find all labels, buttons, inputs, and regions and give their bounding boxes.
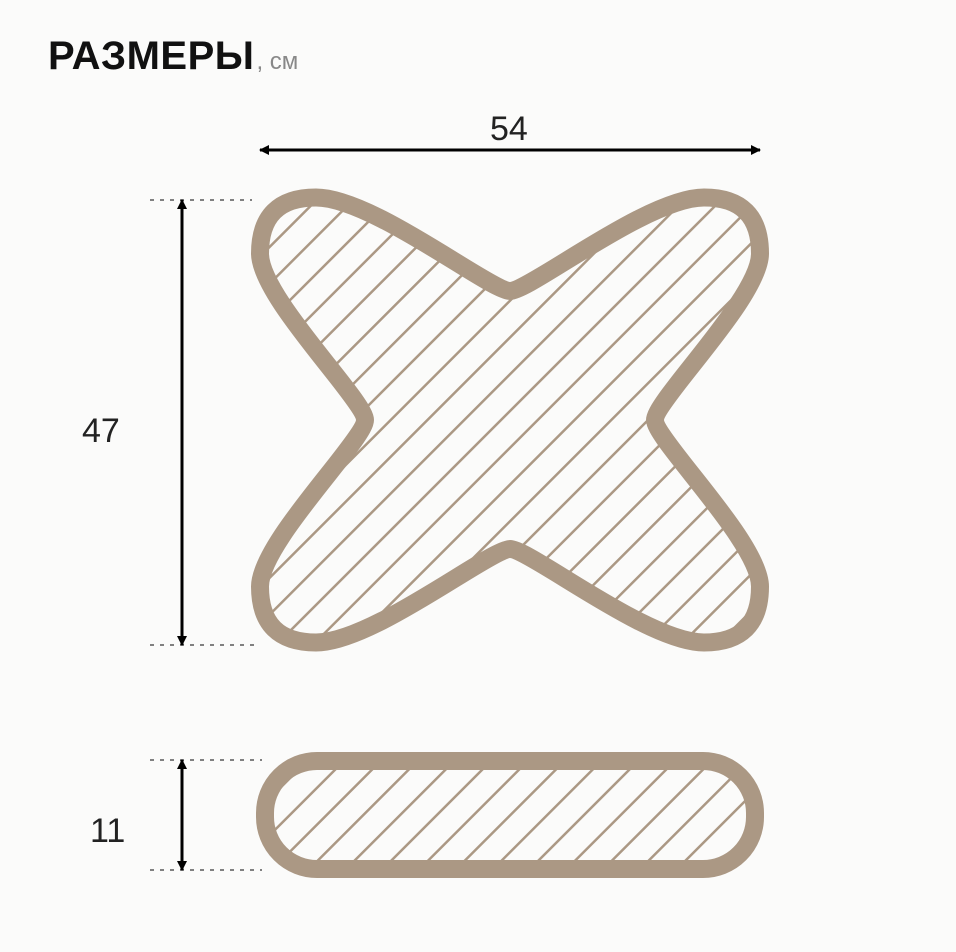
dimension-height-label: 47 bbox=[82, 412, 120, 451]
title: РАЗМЕРЫ, см bbox=[48, 34, 298, 79]
dimension-depth-label: 11 bbox=[90, 812, 125, 851]
diagram-svg bbox=[0, 0, 956, 952]
dimension-width-label: 54 bbox=[490, 110, 528, 149]
shape-top-view bbox=[260, 198, 760, 643]
title-main: РАЗМЕРЫ bbox=[48, 34, 254, 79]
shape-side-view bbox=[265, 761, 755, 869]
size-diagram: РАЗМЕРЫ, см 54 47 11 bbox=[0, 0, 956, 952]
title-unit: , см bbox=[256, 48, 298, 76]
